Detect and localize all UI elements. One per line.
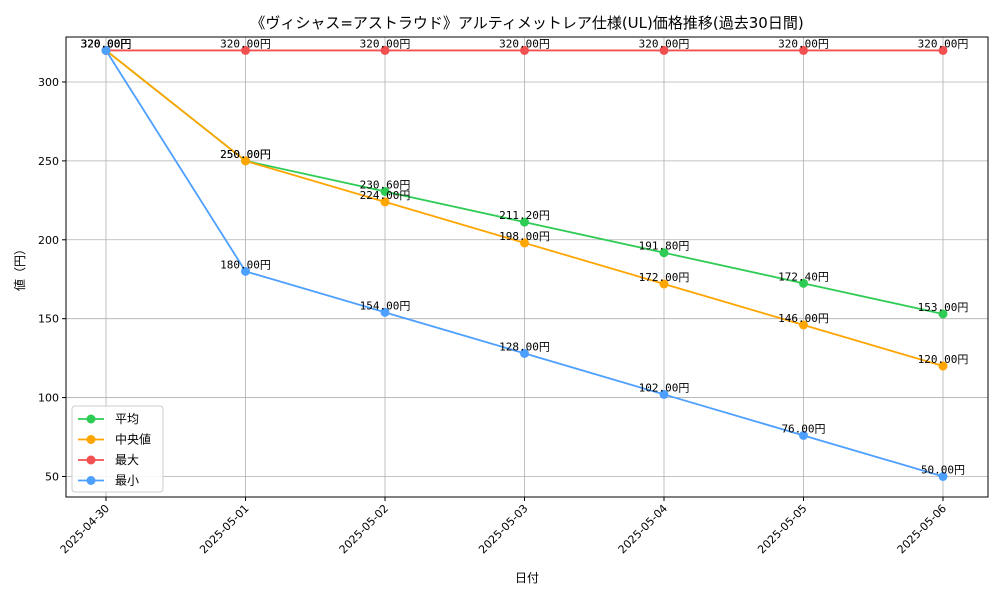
legend-box [71, 405, 164, 493]
data-label: 250.00円 [220, 148, 271, 161]
data-label: 211.20円 [499, 209, 550, 222]
data-labels: 320.00円 250.00円 230.60円 211.20円 191.80円 172.4… [81, 37, 969, 476]
data-label: 146.00円 [778, 312, 829, 325]
data-label: 191.80円 [639, 240, 690, 253]
data-point [241, 156, 250, 166]
data-label: 320.00円 [499, 37, 550, 50]
legend-marker [86, 476, 96, 485]
data-point [938, 309, 948, 319]
x-tick-label: 2025-05-01 [197, 502, 251, 556]
x-tick-label: 2025-05-06 [895, 502, 949, 556]
data-point [799, 278, 808, 288]
data-point [520, 348, 529, 358]
data-label: 172.00円 [639, 271, 690, 284]
y-axis-label: 値（円） [12, 243, 27, 291]
x-tick-label: 2025-05-02 [337, 502, 391, 556]
grid [66, 37, 988, 497]
data-label: 320.00円 [220, 37, 271, 50]
legend-marker [86, 414, 96, 424]
x-tick-label: 2025-05-05 [755, 502, 809, 556]
data-point [799, 430, 808, 440]
x-tick-label: 2025-05-04 [616, 502, 670, 556]
data-label: 50.00円 [921, 463, 965, 476]
data-label: 320.00円 [778, 37, 829, 50]
data-point [380, 307, 390, 317]
data-point [520, 45, 529, 55]
data-label: 320.00円 [81, 37, 132, 50]
data-point [241, 45, 250, 55]
legend-label: 最小 [115, 474, 139, 488]
chart-title: 《ヴィシャス=アストラウド》アルティメットレア仕様(UL)価格推移(過去30日間… [250, 14, 803, 32]
legend-label: 平均 [115, 412, 139, 426]
plot-frame [65, 36, 989, 498]
data-label: 230.60円 [360, 178, 411, 191]
data-label: 154.00円 [360, 299, 411, 312]
data-label: 224.00円 [360, 189, 411, 202]
y-tick-label: 200 [38, 234, 59, 247]
x-tick-label: 2025-05-03 [476, 502, 530, 556]
data-label: 128.00円 [499, 340, 550, 353]
data-label: 320.00円 [360, 37, 411, 50]
data-point [659, 248, 669, 258]
data-point [938, 471, 948, 481]
data-label: 320.00円 [918, 37, 969, 50]
data-point [659, 389, 669, 399]
data-label: 120.00円 [918, 353, 969, 366]
data-point [101, 45, 111, 55]
data-label: 153.00円 [918, 301, 969, 314]
data-point [799, 45, 808, 55]
data-point [938, 45, 948, 55]
data-point [520, 238, 529, 248]
data-label: 250.00円 [220, 148, 271, 161]
legend-label: 最大 [115, 453, 139, 467]
data-point [659, 45, 669, 55]
y-tick-label: 50 [45, 470, 59, 483]
legend-label: 中央値 [115, 432, 151, 447]
data-point [659, 279, 669, 289]
x-axis-ticks: 2025-04-30 2025-05-01 2025-05-02 2025-05-03… [58, 497, 949, 556]
legend-marker [86, 435, 96, 444]
data-label: 198.00円 [499, 230, 550, 243]
legend-marker [86, 455, 96, 465]
data-label: 172.40円 [778, 270, 829, 283]
x-axis-label: 日付 [515, 571, 539, 585]
data-point [938, 361, 948, 371]
data-label: 320.00円 [81, 37, 132, 50]
y-axis-ticks: 50 100 150 200 250 300 [38, 76, 66, 483]
data-point [380, 186, 390, 196]
x-tick-label: 2025-04-30 [58, 502, 112, 556]
data-label: 320.00円 [81, 37, 132, 50]
y-tick-label: 100 [38, 392, 59, 405]
data-label: 320.00円 [639, 37, 690, 50]
data-label: 320.00円 [81, 37, 132, 50]
data-point [380, 45, 390, 55]
data-label: 102.00円 [639, 381, 690, 394]
data-point [799, 320, 808, 330]
data-point [520, 217, 529, 227]
series-points [101, 45, 948, 481]
data-label: 180.00円 [220, 258, 271, 271]
y-tick-label: 250 [38, 155, 59, 168]
y-tick-label: 150 [38, 313, 59, 326]
data-point [241, 266, 250, 276]
y-tick-label: 300 [38, 76, 59, 89]
data-point [380, 197, 390, 207]
data-label: 76.00円 [781, 422, 825, 435]
